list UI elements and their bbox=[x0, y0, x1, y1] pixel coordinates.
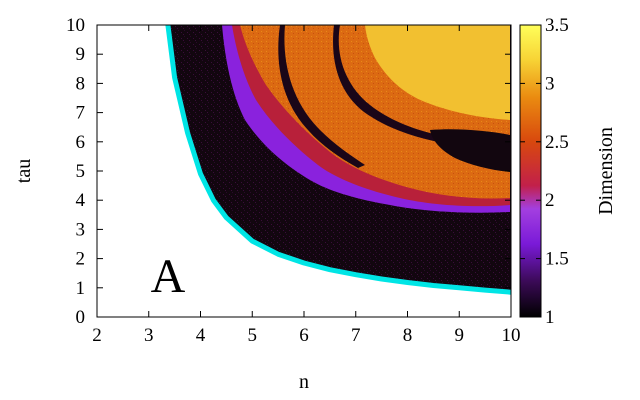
y-tick-label: 7 bbox=[76, 103, 86, 124]
y-tick-label: 6 bbox=[76, 132, 86, 153]
cyan-boundary-curve bbox=[165, 25, 511, 295]
y-tick-label: 5 bbox=[76, 161, 86, 182]
colorbar-tick-label: 1 bbox=[545, 307, 555, 328]
x-tick-label: 9 bbox=[455, 325, 465, 346]
colorbar-tick-label: 3.5 bbox=[545, 15, 569, 36]
x-tick-label: 6 bbox=[299, 325, 309, 346]
y-tick-label: 8 bbox=[76, 73, 86, 94]
x-tick-label: 2 bbox=[92, 325, 102, 346]
x-tick-label: 3 bbox=[144, 325, 154, 346]
x-tick-label: 10 bbox=[502, 325, 521, 346]
y-axis-ticks: 0 1 2 3 4 5 6 7 8 9 10 bbox=[66, 15, 511, 328]
colorbar bbox=[519, 24, 542, 318]
panel-letter: A bbox=[151, 250, 186, 303]
colorbar-tick-label: 1.5 bbox=[545, 249, 569, 270]
dark-pocket bbox=[430, 129, 510, 172]
yellow-region bbox=[365, 25, 510, 120]
y-tick-label: 4 bbox=[76, 190, 86, 211]
x-tick-label: 7 bbox=[351, 325, 361, 346]
colorbar-tick-label: 3 bbox=[545, 73, 555, 94]
colorbar-tick-label: 2 bbox=[545, 190, 555, 211]
colorbar-label: Dimension bbox=[595, 127, 617, 215]
colorbar-tick-label: 2.5 bbox=[545, 132, 569, 153]
dark-filament-1 bbox=[278, 25, 365, 168]
heatmap-field bbox=[97, 25, 511, 317]
y-tick-label: 9 bbox=[76, 44, 86, 65]
y-tick-label: 0 bbox=[76, 307, 86, 328]
x-tick-label: 8 bbox=[403, 325, 413, 346]
colorbar-ticks: 1 1.5 2 2.5 3 3.5 bbox=[520, 15, 569, 328]
x-tick-label: 5 bbox=[248, 325, 258, 346]
y-tick-label: 3 bbox=[76, 219, 86, 240]
y-axis-label: tau bbox=[13, 159, 35, 183]
x-tick-label: 4 bbox=[196, 325, 206, 346]
y-tick-label: 2 bbox=[76, 249, 86, 270]
y-tick-label: 1 bbox=[76, 278, 86, 299]
high-dimension-region bbox=[222, 25, 510, 213]
x-axis-ticks: 2 3 4 5 6 7 8 9 10 bbox=[92, 25, 521, 346]
y-tick-label: 10 bbox=[66, 15, 85, 36]
x-axis-label: n bbox=[299, 371, 309, 393]
